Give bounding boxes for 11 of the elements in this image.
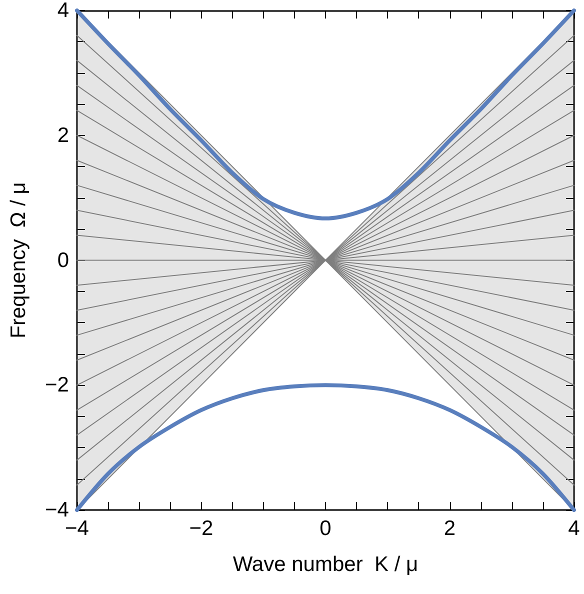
y-tick-label: −2 xyxy=(45,374,69,397)
y-axis-title: Frequency Ω / μ xyxy=(7,182,30,338)
x-tick-label: 4 xyxy=(568,517,580,540)
y-tick-label: 4 xyxy=(57,0,70,22)
y-tick-label: 2 xyxy=(57,124,69,147)
x-tick-label: −2 xyxy=(189,517,214,540)
y-tick-label: −4 xyxy=(45,498,70,522)
x-tick-label: 2 xyxy=(444,517,456,540)
x-tick-label: 0 xyxy=(320,517,332,540)
y-tick-label: 0 xyxy=(57,248,69,272)
x-axis-title: Wave number K / μ xyxy=(232,553,418,576)
